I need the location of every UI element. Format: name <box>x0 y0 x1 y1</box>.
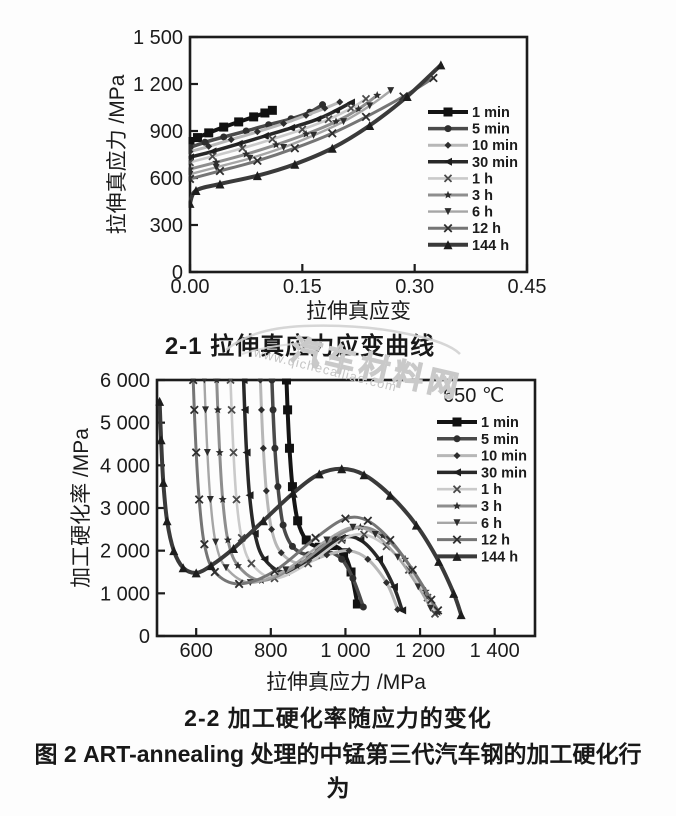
svg-text:6 h: 6 h <box>472 205 493 221</box>
svg-text:0: 0 <box>139 626 150 648</box>
svg-text:2 000: 2 000 <box>100 541 150 563</box>
svg-text:10 min: 10 min <box>472 138 518 154</box>
plot-frame: 600 800 1 000 1 200 1 400 0 1 000 2 000 3 000 4 0… <box>70 370 537 694</box>
series-12-h <box>188 378 443 615</box>
series-144-h <box>155 396 466 620</box>
series-12-h <box>188 73 438 184</box>
svg-text:3 h: 3 h <box>481 499 502 515</box>
svg-text:12 h: 12 h <box>472 221 501 237</box>
svg-text:1 000: 1 000 <box>100 583 150 605</box>
svg-text:3 000: 3 000 <box>100 498 150 520</box>
svg-text:0.00: 0.00 <box>171 276 210 298</box>
svg-text:5 min: 5 min <box>481 432 519 448</box>
chart-2-2: 600 800 1 000 1 200 1 400 0 1 000 2 000 3 000 4 0… <box>70 370 537 694</box>
svg-text:5 000: 5 000 <box>100 413 150 435</box>
figure-caption: 图 2 ART-annealing 处理的中锰第三代汽车钢的加工硬化行为 <box>34 741 642 801</box>
series-1-min <box>188 105 277 146</box>
chart-2-1: 0.00 0.15 0.30 0.45 0 300 600 900 1 200 1 500 拉伸真应… <box>106 27 546 323</box>
svg-text:1 400: 1 400 <box>470 640 520 662</box>
subcaption-2-1: 2-1 拉伸真应力应变曲线 <box>164 333 436 360</box>
svg-text:30 min: 30 min <box>472 155 518 171</box>
svg-text:650 ℃: 650 ℃ <box>443 385 504 407</box>
svg-text:1 200: 1 200 <box>395 640 445 662</box>
svg-text:1 500: 1 500 <box>133 27 183 49</box>
svg-text:30 min: 30 min <box>481 465 527 481</box>
series-group <box>188 60 446 208</box>
svg-text:10 min: 10 min <box>481 449 527 465</box>
svg-text:1 min: 1 min <box>481 415 519 431</box>
series-30-min <box>188 98 356 162</box>
svg-text:4 000: 4 000 <box>100 455 150 477</box>
svg-text:0.30: 0.30 <box>395 276 434 298</box>
svg-text:1 min: 1 min <box>472 105 510 121</box>
svg-text:144 h: 144 h <box>481 549 518 565</box>
svg-text:144 h: 144 h <box>472 238 509 254</box>
svg-text:800: 800 <box>254 640 287 662</box>
svg-text:5 min: 5 min <box>472 122 510 138</box>
svg-text:拉伸真应力 /MPa: 拉伸真应力 /MPa <box>266 671 426 694</box>
svg-text:0.15: 0.15 <box>283 276 322 298</box>
svg-text:300: 300 <box>150 215 183 237</box>
svg-text:600: 600 <box>150 168 183 190</box>
svg-text:拉伸真应力 /MPa: 拉伸真应力 /MPa <box>106 74 129 234</box>
svg-text:1 200: 1 200 <box>133 74 183 96</box>
svg-text:加工硬化率 /MPa: 加工硬化率 /MPa <box>70 428 93 588</box>
svg-text:1 h: 1 h <box>472 171 493 187</box>
svg-text:拉伸真应变: 拉伸真应变 <box>306 300 411 323</box>
svg-text:6 h: 6 h <box>481 516 502 532</box>
subcaption-2-2: 2-2 加工硬化率随应力的变化 <box>184 705 492 731</box>
svg-text:600: 600 <box>179 640 212 662</box>
series-144-h <box>188 60 446 208</box>
series-10-min <box>188 98 344 156</box>
svg-text:3 h: 3 h <box>472 188 493 204</box>
series-group <box>155 378 466 620</box>
svg-text:1 000: 1 000 <box>320 640 370 662</box>
svg-text:12 h: 12 h <box>481 533 510 549</box>
series-1-h <box>226 378 440 618</box>
svg-text:6 000: 6 000 <box>100 370 150 392</box>
svg-text:0: 0 <box>172 262 183 284</box>
svg-text:1 h: 1 h <box>481 482 502 498</box>
svg-text:0.45: 0.45 <box>508 276 547 298</box>
series-6-h <box>188 87 395 178</box>
svg-text:900: 900 <box>150 121 183 143</box>
plot-frame: 0.00 0.15 0.30 0.45 0 300 600 900 1 200 1 500 拉伸真应… <box>106 27 546 323</box>
